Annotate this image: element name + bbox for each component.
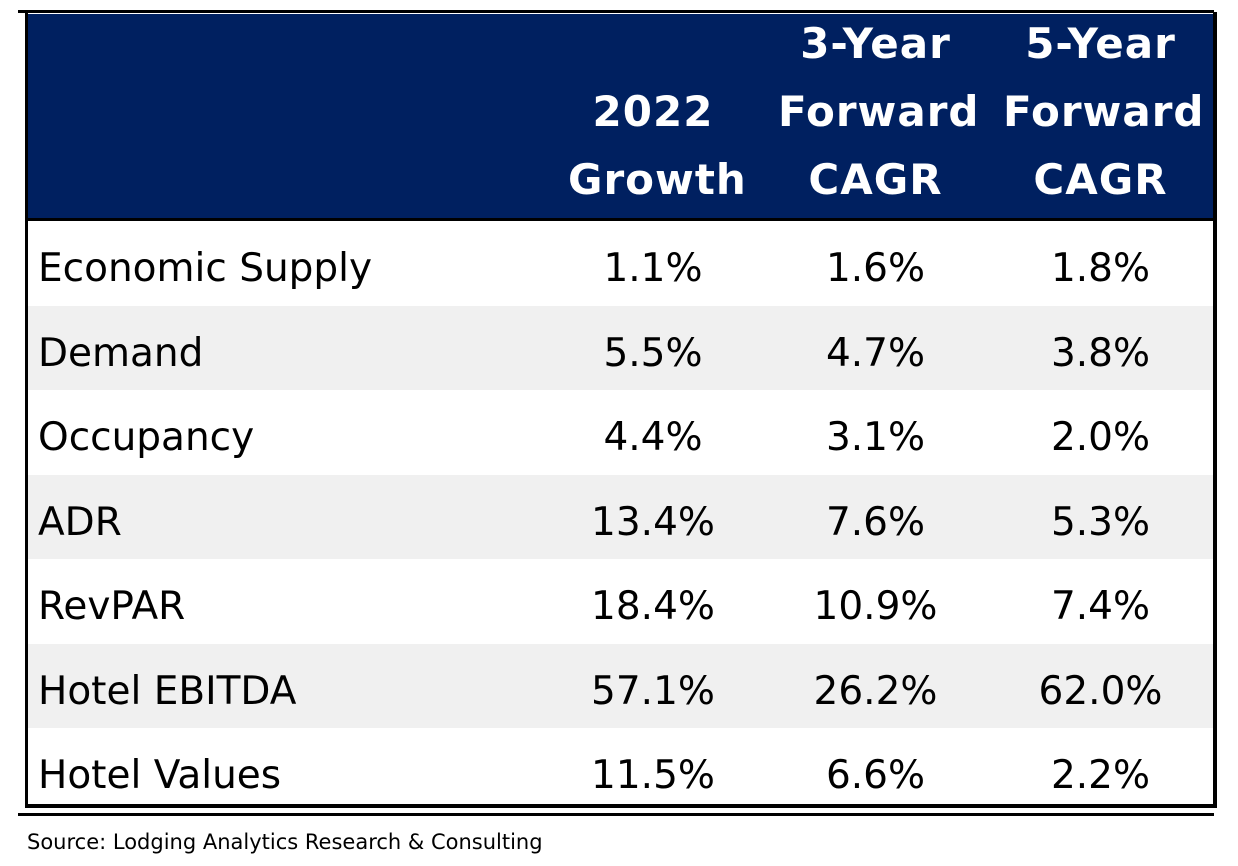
table-row: Occupancy 4.4% 3.1% 2.0% (28, 390, 1213, 475)
table-cell: 7.6% (825, 499, 926, 545)
header-line: CAGR (808, 155, 943, 204)
header-line: 3-Year (800, 19, 951, 68)
top-rule (18, 10, 1214, 13)
header-5yr-cagr: 5-Year Forward CAGR (1003, 10, 1205, 214)
table-cell: 2.0% (1050, 415, 1151, 460)
row-label: RevPAR (38, 584, 186, 629)
table-header: 2022 Growth 3-Year Forward CAGR 5-Year F… (28, 14, 1213, 221)
table-cell: 26.2% (813, 668, 938, 714)
table-cell: 57.1% (591, 668, 715, 714)
table-cell: 5.3% (1050, 499, 1151, 545)
table-cell: 5.5% (603, 330, 703, 376)
header-line: Growth (568, 155, 747, 204)
table-cell: 3.1% (825, 415, 926, 460)
table-row: Hotel EBITDA 57.1% 26.2% 62.0% (28, 643, 1213, 728)
header-line: CAGR (1033, 155, 1168, 204)
data-table: 2022 Growth 3-Year Forward CAGR 5-Year F… (25, 12, 1217, 808)
table-row: Demand 5.5% 4.7% 3.8% (28, 305, 1213, 390)
source-note: Source: Lodging Analytics Research & Con… (27, 830, 543, 854)
table-cell: 13.4% (591, 499, 715, 545)
table-cell: 2.2% (1050, 753, 1151, 798)
header-line: 2022 (592, 87, 714, 136)
table-row: Economic Supply 1.1% 1.6% 1.8% (28, 221, 1213, 306)
table-row: ADR 13.4% 7.6% 5.3% (28, 474, 1213, 559)
header-line: Forward (778, 87, 980, 136)
table-cell: 4.7% (825, 330, 926, 376)
table-cell: 62.0% (1038, 668, 1163, 714)
header-line: Forward (1003, 87, 1205, 136)
table-body: Economic Supply 1.1% 1.6% 1.8% Demand 5.5% 4.7… (28, 221, 1213, 813)
table-row: Hotel Values 11.5% 6.6% 2.2% (28, 728, 1213, 813)
table-cell: 1.6% (825, 246, 926, 291)
table-cell: 18.4% (591, 584, 715, 629)
table-cell: 3.8% (1050, 330, 1151, 376)
table-cell: 10.9% (813, 584, 938, 629)
row-label: Hotel Values (38, 753, 282, 798)
table-cell: 6.6% (825, 753, 926, 798)
row-label: Hotel EBITDA (38, 668, 297, 714)
header-line: 5-Year (1025, 19, 1176, 68)
table-cell: 11.5% (591, 753, 715, 798)
header-3yr-cagr: 3-Year Forward CAGR (778, 10, 980, 214)
bottom-rule (18, 813, 1214, 816)
row-label: Economic Supply (38, 246, 373, 291)
table-cell: 7.4% (1050, 584, 1151, 629)
row-label: Demand (38, 330, 204, 376)
table-row: RevPAR 18.4% 10.9% 7.4% (28, 559, 1213, 644)
table-cell: 4.4% (603, 415, 703, 460)
table-cell: 1.8% (1050, 246, 1151, 291)
row-label: Occupancy (38, 415, 255, 460)
table-cell: 1.1% (603, 246, 703, 291)
header-2022-growth: 2022 Growth (568, 78, 747, 214)
row-label: ADR (38, 499, 122, 545)
